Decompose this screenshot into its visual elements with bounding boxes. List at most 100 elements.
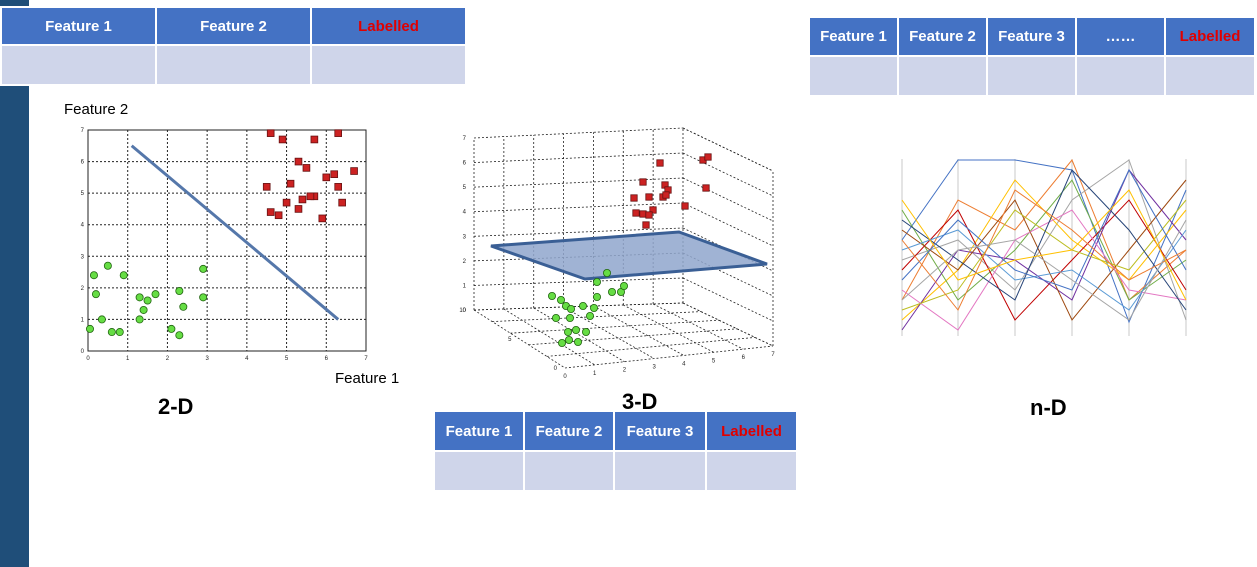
class-a-point: [593, 277, 602, 286]
class-a-point: [135, 315, 144, 324]
class-a-point: [608, 287, 617, 296]
class-a-point: [135, 293, 144, 302]
y-tick-label: 4: [81, 223, 85, 229]
class-b-point: [286, 179, 295, 188]
class-b-point: [298, 195, 307, 204]
caption-2d: 2-D: [158, 394, 194, 419]
data-polyline: [901, 169, 1187, 311]
y-tick-label: 2: [81, 286, 85, 292]
z-tick-label: 3: [463, 234, 467, 240]
header-feature-1: Feature 1: [433, 410, 525, 452]
y-tick-label: 5: [508, 337, 512, 343]
y-axis-label: Feature 2: [64, 101, 129, 118]
caption-3d: 3-D: [622, 389, 658, 414]
z-tick-label: 4: [463, 210, 467, 216]
data-polyline: [901, 199, 1187, 311]
grid-line: [473, 302, 684, 311]
class-b-point: [656, 159, 664, 167]
class-a-point: [175, 287, 184, 296]
class-a-point: [557, 295, 566, 304]
class-a-point: [115, 328, 124, 337]
class-a-point: [175, 331, 184, 340]
x-tick-label: 5: [285, 356, 289, 362]
x-tick-label: 3: [652, 365, 656, 371]
z-tick-label: 5: [463, 185, 467, 191]
grid-line: [473, 227, 684, 237]
class-a-point: [179, 302, 188, 311]
class-a-point: [107, 328, 116, 337]
grid-line: [533, 307, 625, 363]
class-b-point: [266, 208, 275, 216]
cell-empty: [1164, 55, 1256, 97]
grid-line: [473, 177, 684, 188]
class-a-point: [558, 338, 567, 347]
header-feature-1: Feature 1: [808, 16, 899, 57]
class-b-point: [302, 164, 311, 172]
class-b-point: [294, 157, 303, 166]
class-b-point: [294, 205, 303, 213]
z-tick-label: 2: [463, 259, 467, 265]
class-b-point: [632, 209, 640, 217]
class-b-point: [642, 221, 650, 229]
class-a-point: [565, 335, 574, 344]
class-a-point: [586, 311, 595, 320]
class-a-point: [564, 327, 573, 336]
class-a-point: [97, 315, 106, 324]
grid-line: [473, 277, 684, 286]
header-feature-3: Feature 3: [613, 410, 707, 452]
grid-line: [593, 305, 685, 356]
data-polyline: [901, 199, 1187, 321]
class-b-point: [645, 193, 653, 201]
class-b-point: [310, 135, 319, 144]
cell-empty: [433, 450, 525, 492]
cell-empty: [705, 450, 798, 492]
data-polyline: [901, 189, 1187, 311]
caption-nd: n-D: [1030, 395, 1067, 420]
z-tick-label: 0: [463, 308, 467, 314]
class-a-point: [89, 271, 98, 280]
header-labelled: Labelled: [310, 6, 467, 46]
class-b-point: [649, 206, 657, 214]
header-feature-3: Feature 3: [986, 16, 1077, 57]
class-a-point: [552, 313, 561, 322]
class-b-point: [278, 135, 287, 144]
table-2d: Feature 1 Feature 2 Labelled: [0, 6, 467, 86]
data-polyline: [901, 168, 1187, 291]
grid-line: [528, 328, 738, 346]
grid-line: [563, 306, 655, 359]
header-ellipsis: ……: [1075, 16, 1166, 57]
cell-empty: [986, 55, 1077, 97]
y-tick-label: 3: [81, 254, 85, 260]
grid-line: [682, 277, 774, 322]
z-tick-label: 6: [463, 161, 467, 167]
table-nd: Feature 1 Feature 2 Feature 3 …… Labelle…: [808, 16, 1256, 97]
grid-line: [623, 304, 714, 353]
cell-empty: [523, 450, 615, 492]
header-feature-2: Feature 2: [897, 16, 988, 57]
class-a-point: [143, 296, 152, 305]
class-b-point: [334, 129, 342, 137]
class-b-point: [266, 129, 275, 137]
x-tick-label: 2: [166, 356, 170, 362]
class-a-point: [167, 324, 176, 333]
class-a-point: [566, 313, 575, 322]
class-a-point: [579, 301, 588, 310]
data-polyline: [901, 159, 1187, 321]
x-tick-label: 5: [712, 358, 716, 364]
grid-line: [492, 311, 702, 322]
table-3d: Feature 1 Feature 2 Feature 3 Labelled: [433, 410, 798, 492]
class-b-point: [306, 192, 315, 201]
x-tick-label: 0: [86, 356, 90, 362]
class-a-point: [603, 268, 612, 277]
class-b-point: [282, 198, 291, 207]
x-tick-label: 7: [364, 356, 368, 362]
class-a-point: [119, 271, 128, 280]
grid-line: [546, 337, 756, 357]
x-tick-label: 4: [245, 356, 249, 362]
separating-line: [130, 144, 340, 321]
x-axis-label: Feature 1: [335, 370, 400, 387]
grid-line: [473, 127, 684, 139]
header-labelled: Labelled: [705, 410, 798, 452]
grid-line: [652, 303, 744, 350]
